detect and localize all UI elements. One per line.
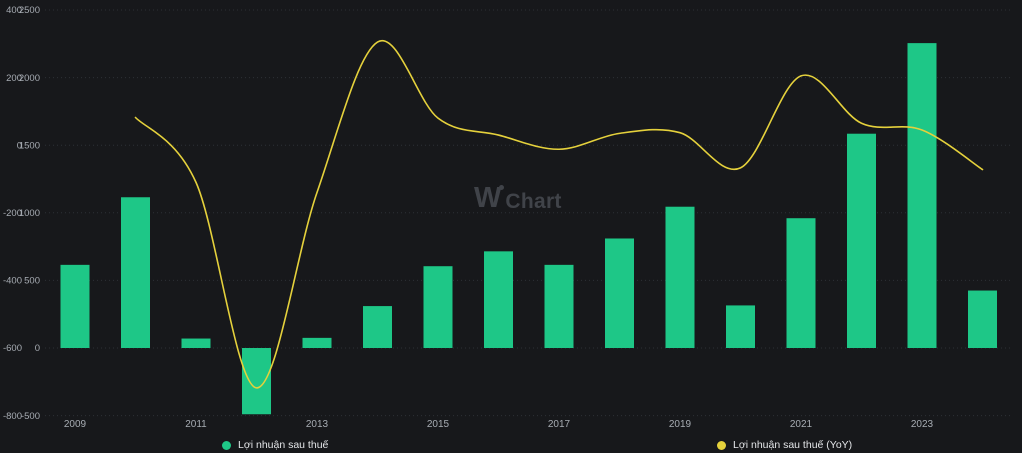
x-tick-label: 2017	[548, 419, 571, 430]
y-tick-value: 1000	[19, 208, 40, 219]
y-axis-value-labels: 2500 2000 1500 1000 500 0 -500	[19, 5, 40, 422]
bar-2016[interactable]	[484, 251, 513, 348]
bar-2018[interactable]	[605, 238, 634, 348]
x-tick-label: 2021	[790, 419, 813, 430]
legend-label-profit: Lợi nhuận sau thuế	[238, 439, 329, 451]
bar-2020[interactable]	[726, 305, 755, 348]
y-tick-yoy: 0	[17, 140, 22, 151]
legend-marker-profit-icon	[222, 440, 231, 450]
bar-2024[interactable]	[968, 290, 997, 348]
x-tick-label: 2013	[306, 419, 329, 430]
x-axis-labels: 2009 2011 2013 2015 2017 2019 2021 2023	[64, 419, 934, 430]
y-tick-value: -500	[21, 411, 40, 422]
bar-2021[interactable]	[786, 218, 816, 348]
bar-2019[interactable]	[665, 206, 695, 348]
bar-2011[interactable]	[181, 338, 211, 348]
bar-2017[interactable]	[544, 264, 574, 348]
legend-item-yoy[interactable]: Lợi nhuận sau thuế (YoY)	[717, 439, 852, 451]
legend-item-profit[interactable]: Lợi nhuận sau thuế	[222, 439, 328, 451]
y-tick-value: 2500	[19, 5, 40, 16]
y-tick-yoy: -600	[3, 343, 22, 354]
x-tick-label: 2015	[427, 419, 450, 430]
bar-2009[interactable]	[60, 264, 90, 348]
y-tick-yoy: -200	[3, 208, 22, 219]
bar-2014[interactable]	[363, 306, 392, 348]
x-tick-label: 2009	[64, 419, 87, 430]
y-tick-value: 1500	[19, 140, 40, 151]
bar-2013[interactable]	[302, 337, 332, 348]
x-tick-label: 2023	[911, 419, 934, 430]
x-tick-label: 2019	[669, 419, 692, 430]
yoy-line[interactable]	[134, 39, 984, 389]
x-tick-label: 2011	[185, 419, 207, 430]
y-tick-value: 0	[35, 343, 40, 354]
bar-2023[interactable]	[907, 43, 937, 349]
y-tick-value: 500	[24, 276, 40, 287]
bar-2010[interactable]	[121, 197, 150, 348]
y-tick-yoy: -400	[3, 276, 22, 287]
bar-2012[interactable]	[242, 348, 271, 415]
bar-2022[interactable]	[847, 133, 876, 348]
y-tick-value: 2000	[19, 73, 40, 84]
y-tick-yoy: 200	[6, 73, 22, 84]
y-axis-yoy-labels: 400 200 0 -200 -400 -600 -800	[3, 5, 22, 422]
bar-2015[interactable]	[423, 266, 453, 348]
legend-marker-yoy-icon	[717, 440, 726, 450]
bar-series-profit	[60, 43, 997, 415]
y-tick-yoy: 400	[6, 5, 22, 16]
legend-label-yoy: Lợi nhuận sau thuế (YoY)	[733, 439, 853, 451]
y-tick-yoy: -800	[3, 411, 22, 422]
